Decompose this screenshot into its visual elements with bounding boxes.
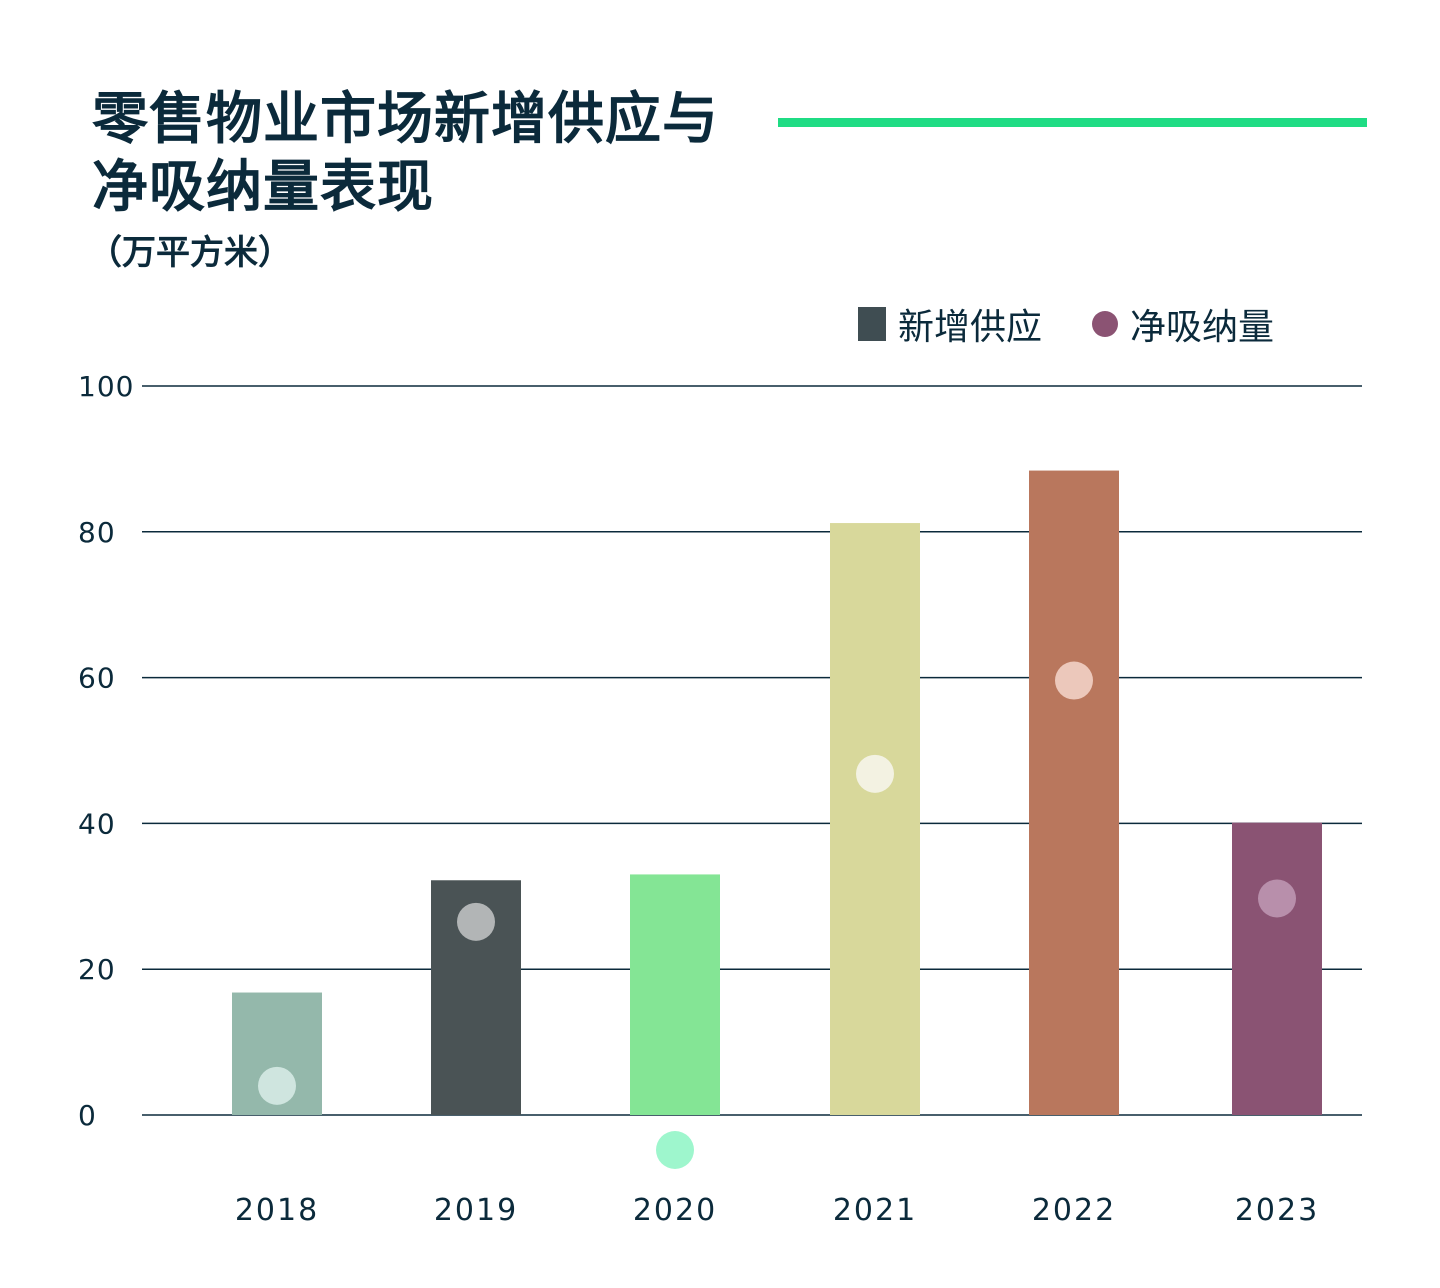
chart-title-line-1: 零售物业市场新增供应与 (92, 87, 719, 152)
legend-item-net-absorption: 净吸纳量 (1092, 298, 1274, 350)
y-tick-label: 40 (78, 807, 116, 840)
x-tick-label: 2019 (434, 1193, 518, 1228)
y-axis-ticks: 0 20 40 60 80 100 (78, 370, 134, 1132)
legend-label-new-supply: 新增供应 (898, 307, 1043, 348)
dot-2018 (258, 1066, 296, 1105)
gridlines (142, 385, 1362, 1116)
y-tick-label: 20 (78, 953, 116, 986)
bar-2021 (830, 523, 920, 1115)
x-axis-ticks: 2018 2019 2020 2021 2022 2023 (235, 1193, 1319, 1228)
legend-label-net-absorption: 净吸纳量 (1130, 307, 1275, 348)
bars (232, 470, 1322, 1116)
legend-bar-swatch (858, 307, 886, 341)
bar-2022 (1029, 470, 1119, 1116)
chart-title: 零售物业市场新增供应与 净吸纳量表现 (92, 86, 762, 222)
x-tick-label: 2022 (1032, 1193, 1116, 1228)
accent-rule (778, 118, 1367, 127)
x-tick-label: 2018 (235, 1193, 319, 1228)
chart-title-line-2: 净吸纳量表现 (92, 155, 434, 220)
x-tick-label: 2021 (833, 1193, 917, 1228)
legend-item-new-supply: 新增供应 (858, 298, 1042, 350)
x-tick-label: 2023 (1235, 1193, 1319, 1228)
unit-label: （万平方米） (88, 233, 292, 273)
legend: 新增供应 净吸纳量 (858, 296, 1274, 352)
y-tick-label: 100 (78, 370, 134, 403)
bar-2023 (1232, 822, 1322, 1115)
x-tick-label: 2020 (633, 1193, 717, 1228)
dot-2019 (457, 902, 495, 941)
legend-dot-swatch (1092, 311, 1119, 337)
y-tick-label: 0 (78, 1099, 97, 1132)
dot-2023 (1258, 879, 1296, 918)
dots (258, 661, 1296, 1169)
dot-2020 (656, 1130, 694, 1169)
y-tick-label: 60 (78, 662, 116, 695)
dot-2022 (1055, 661, 1093, 700)
dot-2021 (856, 754, 894, 793)
y-tick-label: 80 (78, 516, 116, 549)
bar-2020 (630, 874, 720, 1115)
